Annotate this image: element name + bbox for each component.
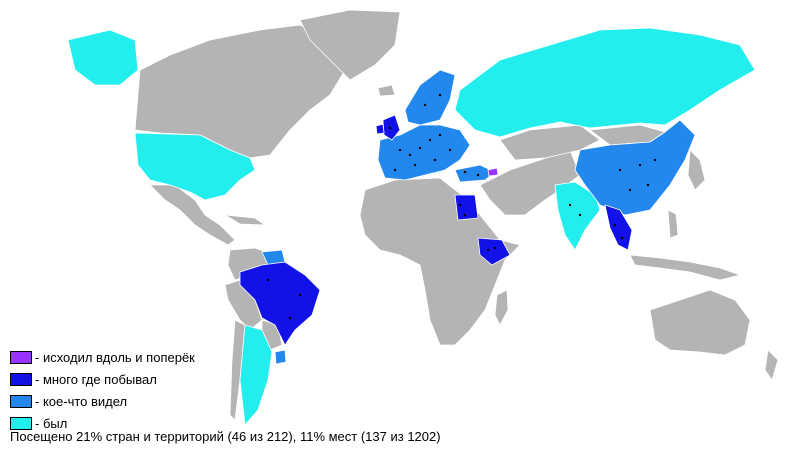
not-visited-countries <box>134 9 779 421</box>
state-alaska <box>67 29 139 86</box>
legend-label: - кое-что видел <box>35 393 128 409</box>
some-visited-countries <box>261 69 696 365</box>
country-ireland <box>375 123 385 135</box>
country-uruguay <box>274 349 287 365</box>
country-russia <box>454 27 756 138</box>
legend-label: - много где побывал <box>35 371 157 387</box>
country-thailand-myanmar <box>604 204 633 251</box>
country-iceland <box>377 84 396 97</box>
legend-item: - был <box>10 412 195 434</box>
country-mexico <box>149 184 236 246</box>
legend-swatch <box>10 394 32 408</box>
country-philippines <box>667 209 679 239</box>
country-georgia <box>487 167 499 177</box>
country-new-zealand <box>764 349 779 381</box>
country-ethiopia <box>477 237 511 266</box>
country-egypt <box>454 194 479 221</box>
place-dots <box>266 93 657 320</box>
legend-label: - исходил вдоль и поперёк <box>35 349 195 365</box>
legend-swatch <box>10 350 32 364</box>
legend-item: - исходил вдоль и поперёк <box>10 346 195 368</box>
many-visited-countries <box>239 114 633 346</box>
country-japan <box>687 149 706 191</box>
legend-item: - много где побывал <box>10 368 195 390</box>
country-china <box>574 119 696 216</box>
country-india <box>554 181 601 251</box>
country-argentina <box>239 324 273 426</box>
visit-summary: Посещено 21% стран и территорий (46 из 2… <box>10 429 441 444</box>
country-australia <box>649 289 751 356</box>
legend-swatch <box>10 416 32 430</box>
region-indonesia <box>629 254 741 281</box>
country-usa <box>134 132 256 201</box>
region-scandinavia <box>404 69 456 126</box>
country-greenland <box>299 9 401 81</box>
crossed-countries <box>487 167 499 177</box>
legend-item: - кое-что видел <box>10 390 195 412</box>
region-central-asia <box>499 124 601 161</box>
legend-label: - был <box>35 415 68 431</box>
country-madagascar <box>494 289 509 326</box>
country-brazil <box>239 261 321 346</box>
legend-swatch <box>10 372 32 386</box>
map-legend: - исходил вдоль и поперёк - много где поб… <box>10 346 195 434</box>
visited-countries <box>67 27 756 426</box>
region-caribbean <box>224 214 266 226</box>
